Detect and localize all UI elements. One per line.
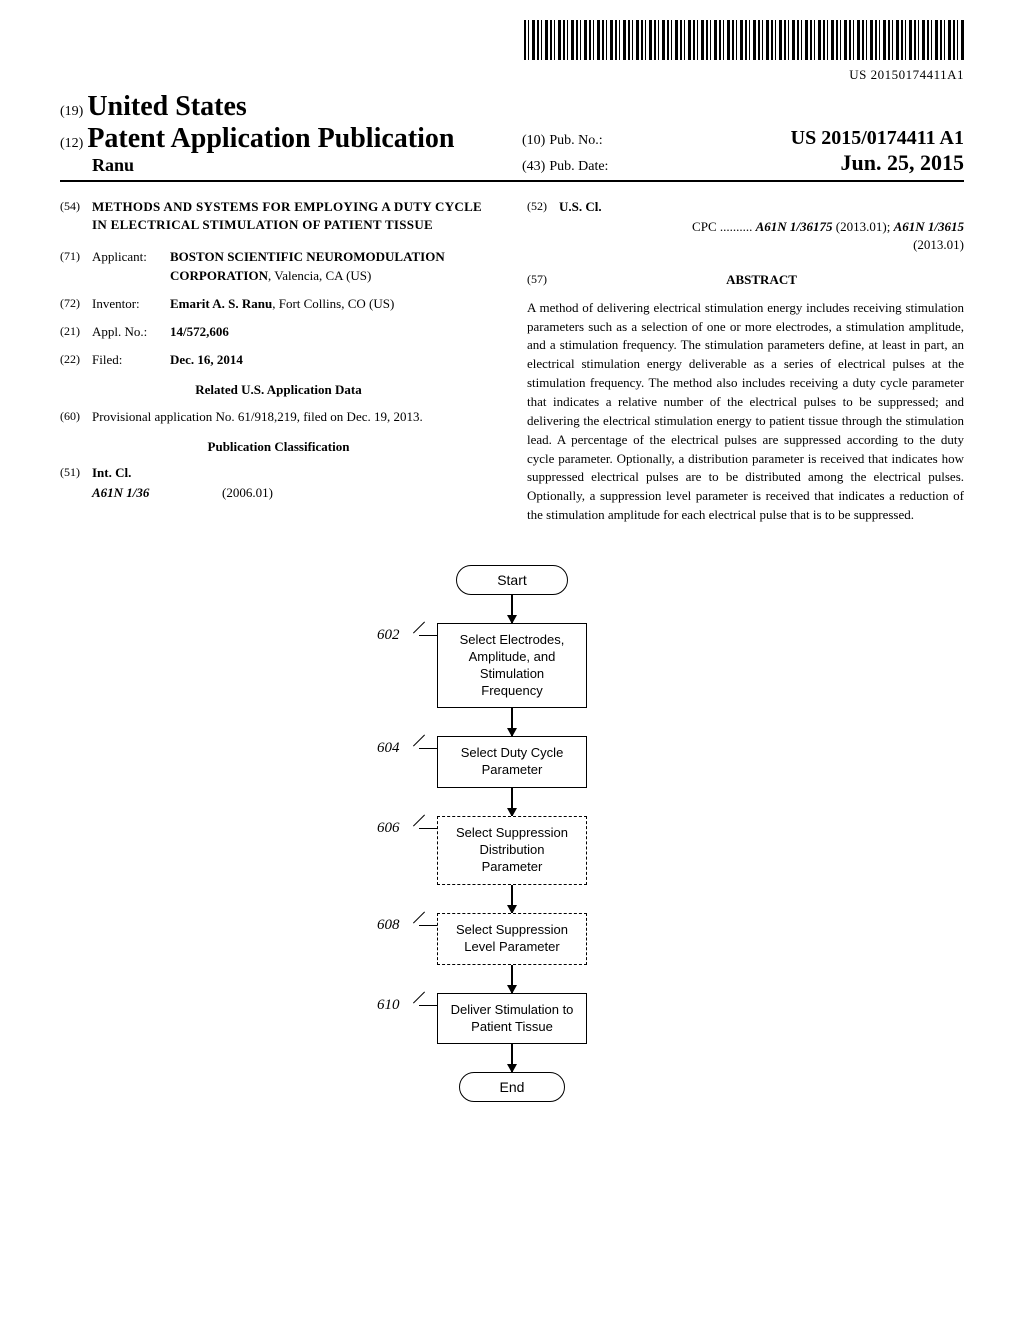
code-71: (71)	[60, 248, 92, 284]
header-row: (19) United States (12) Patent Applicati…	[60, 91, 964, 182]
header-left: (19) United States (12) Patent Applicati…	[60, 91, 502, 176]
flow-connector-icon	[419, 925, 437, 926]
step-602-box: Select Electrodes, Amplitude, and Stimul…	[437, 623, 587, 709]
flow-connector-icon	[419, 1005, 437, 1006]
flowchart: Start 602 Select Electrodes, Amplitude, …	[60, 565, 964, 1103]
cpc-1-date: (2013.01);	[836, 219, 891, 234]
related-heading: Related U.S. Application Data	[60, 381, 497, 399]
header-right: (10) Pub. No.: US 2015/0174411 A1 (43) P…	[502, 127, 964, 176]
code-57: (57)	[527, 271, 559, 297]
abstract-heading: ABSTRACT	[559, 271, 964, 289]
flow-arrow	[511, 708, 513, 736]
barcode-graphic	[524, 20, 964, 60]
code-54: (54)	[60, 198, 92, 234]
flow-arrow	[511, 788, 513, 816]
step-604-num: 604	[377, 740, 400, 757]
right-column: (52) U.S. Cl. CPC .......... A61N 1/3617…	[527, 198, 964, 525]
code-10: (10)	[522, 133, 545, 148]
filed-date: Dec. 16, 2014	[170, 351, 497, 369]
pub-date-label: Pub. Date:	[549, 159, 608, 174]
code-12: (12)	[60, 136, 83, 151]
inventor-surname: Ranu	[60, 155, 502, 176]
code-52: (52)	[527, 198, 559, 216]
flow-arrow	[511, 595, 513, 623]
left-column: (54) METHODS AND SYSTEMS FOR EMPLOYING A…	[60, 198, 497, 525]
step-608-num: 608	[377, 917, 400, 934]
int-cl-label: Int. Cl.	[92, 464, 131, 482]
pub-no-value: US 2015/0174411 A1	[791, 127, 964, 150]
filed-label: Filed:	[92, 351, 170, 369]
flow-connector-icon	[419, 635, 437, 636]
flow-end: End	[459, 1072, 566, 1102]
applicant-loc: , Valencia, CA (US)	[268, 268, 371, 283]
step-604-box: Select Duty Cycle Parameter	[437, 736, 587, 788]
flow-arrow	[511, 965, 513, 993]
inventor-label: Inventor:	[92, 295, 170, 313]
code-72: (72)	[60, 295, 92, 313]
inventor-loc: , Fort Collins, CO (US)	[272, 296, 394, 311]
barcode-section: US 20150174411A1	[60, 20, 964, 83]
patent-title: METHODS AND SYSTEMS FOR EMPLOYING A DUTY…	[92, 198, 497, 234]
flow-connector-icon	[419, 828, 437, 829]
code-43: (43)	[522, 159, 545, 174]
step-606-box: Select Suppression Distribution Paramete…	[437, 816, 587, 885]
publication-type: Patent Application Publication	[87, 123, 454, 154]
pub-no-label: Pub. No.:	[549, 133, 602, 148]
step-602-num: 602	[377, 627, 400, 644]
inventor-name: Emarit A. S. Ranu	[170, 296, 272, 311]
us-cl-label: U.S. Cl.	[559, 198, 602, 216]
provisional-text: Provisional application No. 61/918,219, …	[92, 408, 497, 426]
code-60: (60)	[60, 408, 92, 426]
abstract-text: A method of delivering electrical stimul…	[527, 299, 964, 525]
flow-start: Start	[456, 565, 568, 595]
int-cl-date: (2006.01)	[222, 484, 273, 502]
appl-no: 14/572,606	[170, 323, 497, 341]
classification-heading: Publication Classification	[60, 438, 497, 456]
applicant-label: Applicant:	[92, 248, 170, 284]
main-content: (54) METHODS AND SYSTEMS FOR EMPLOYING A…	[60, 198, 964, 525]
pub-date-value: Jun. 25, 2015	[841, 150, 964, 176]
flow-arrow	[511, 885, 513, 913]
flow-arrow	[511, 1044, 513, 1072]
code-21: (21)	[60, 323, 92, 341]
country-name: United States	[87, 91, 246, 122]
cpc-2-date: (2013.01)	[913, 237, 964, 252]
barcode-number: US 20150174411A1	[60, 67, 964, 83]
code-51: (51)	[60, 464, 92, 482]
step-606-num: 606	[377, 820, 400, 837]
flow-connector-icon	[419, 748, 437, 749]
step-610-num: 610	[377, 997, 400, 1014]
cpc-1: A61N 1/36175	[756, 219, 833, 234]
code-19: (19)	[60, 104, 83, 119]
appl-no-label: Appl. No.:	[92, 323, 170, 341]
step-610-box: Deliver Stimulation to Patient Tissue	[437, 993, 587, 1045]
code-22: (22)	[60, 351, 92, 369]
int-cl-code: A61N 1/36	[92, 484, 222, 502]
step-608-box: Select Suppression Level Parameter	[437, 913, 587, 965]
cpc-2: A61N 1/3615	[894, 219, 964, 234]
cpc-label: CPC ..........	[692, 219, 752, 234]
